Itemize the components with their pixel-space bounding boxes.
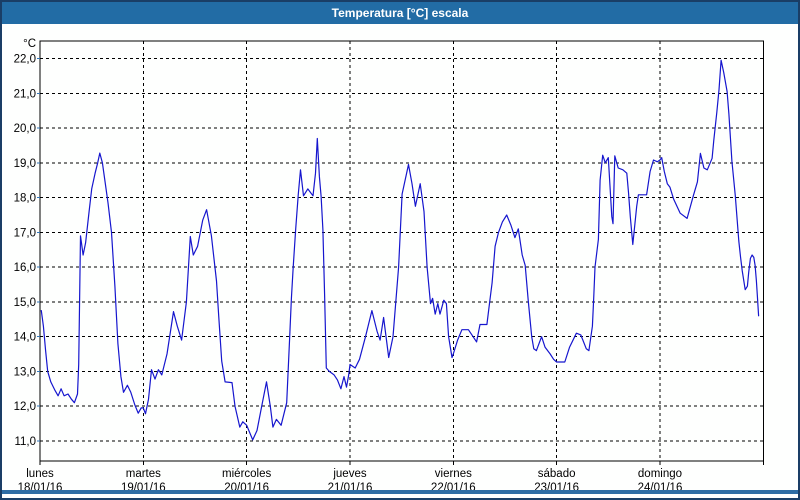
y-tick-label: 22,0 [14, 54, 36, 66]
plot-border [39, 40, 764, 462]
y-tick-label: 16,0 [14, 262, 36, 274]
x-day-label: miércoles [222, 468, 271, 480]
y-tick-label: 11,0 [14, 436, 36, 448]
x-day-label: sábado [538, 468, 576, 480]
x-day-label: domingo [638, 468, 682, 480]
window-bottom-strip [2, 490, 798, 494]
x-day-label: viernes [435, 468, 472, 480]
y-axis-unit-label: °C [23, 38, 36, 50]
y-tick-label: 15,0 [14, 297, 36, 309]
y-tick-label: 12,0 [14, 401, 36, 413]
y-tick-label: 14,0 [14, 332, 36, 344]
x-day-label: martes [126, 468, 161, 480]
x-day-label: jueves [332, 468, 366, 480]
temperature-chart-canvas: 22,0 21,0 20,0 19,0 18,0 17,0 16,0 15,0 14,0 13,0… [14, 38, 764, 494]
y-tick-label: 18,0 [14, 193, 36, 205]
x-day-label: lunes [26, 468, 54, 480]
y-tick-label: 19,0 [14, 158, 36, 170]
y-tick-label: 13,0 [14, 366, 36, 378]
y-tick-label: 21,0 [14, 88, 36, 100]
window-titlebar: Temperatura [°C] escala [2, 2, 798, 24]
chart-area: 22,0 21,0 20,0 19,0 18,0 17,0 16,0 15,0 14,0 13,0… [2, 24, 798, 494]
y-tick-label: 20,0 [14, 123, 36, 135]
temperature-line [40, 59, 760, 441]
window-title: Temperatura [°C] escala [331, 6, 469, 20]
y-tick-label: 17,0 [14, 227, 36, 239]
